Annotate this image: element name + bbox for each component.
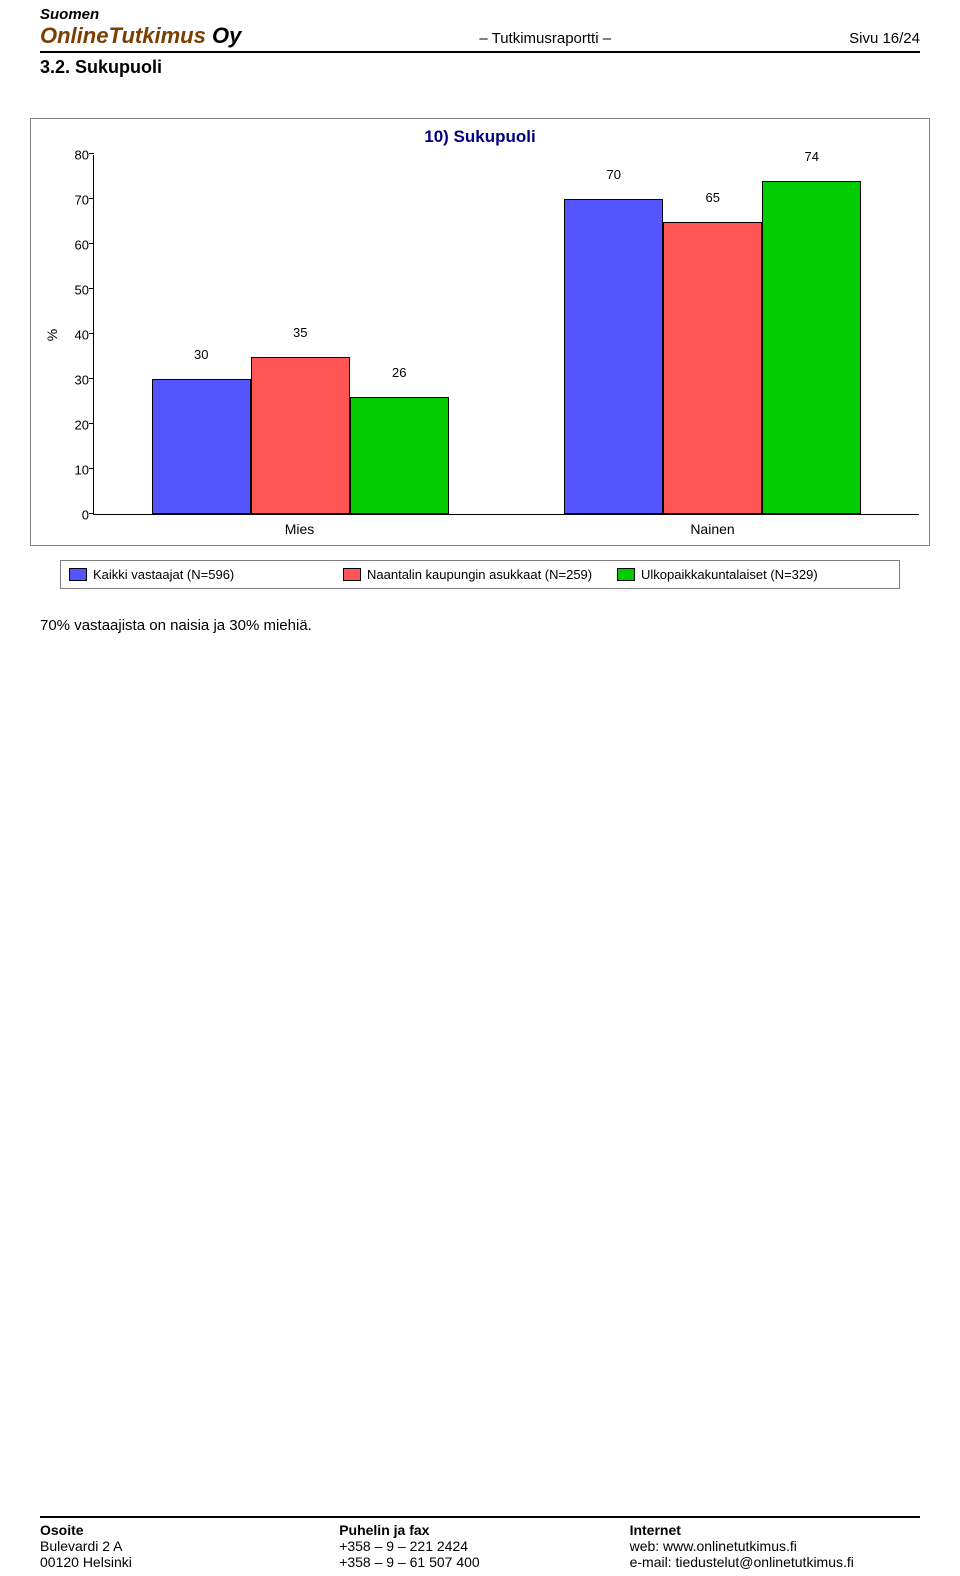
- bar-value-label: 30: [194, 347, 208, 362]
- body-text: 70% vastaajista on naisia ja 30% miehiä.: [0, 589, 960, 634]
- footer-col2-head: Puhelin ja fax: [339, 1522, 629, 1538]
- bar-value-label: 65: [706, 190, 720, 205]
- y-tick-mark: [89, 333, 94, 334]
- x-axis-row: MiesNainen: [93, 515, 919, 537]
- y-tick-mark: [89, 423, 94, 424]
- page-header: Suomen OnlineTutkimus Oy – Tutkimusrapor…: [0, 0, 960, 53]
- chart-bar: [350, 397, 449, 514]
- legend-swatch: [343, 568, 361, 581]
- plot-row: % 01020304050607080 303526706574: [41, 155, 919, 515]
- legend-item: Naantalin kaupungin asukkaat (N=259): [343, 567, 617, 582]
- company-brown: OnlineTutkimus: [40, 23, 206, 48]
- page-footer: Osoite Puhelin ja fax Internet Bulevardi…: [40, 1516, 920, 1570]
- y-ticks-column: 01020304050607080: [63, 155, 93, 515]
- y-axis-label: %: [44, 329, 60, 341]
- y-tick-mark: [89, 468, 94, 469]
- footer-col1-l1: Bulevardi 2 A: [40, 1538, 339, 1554]
- y-tick-mark: [89, 243, 94, 244]
- y-tick-mark: [89, 153, 94, 154]
- plot-area: 303526706574: [93, 155, 919, 515]
- y-tick-label: 80: [75, 148, 89, 163]
- legend-item: Kaikki vastaajat (N=596): [69, 567, 343, 582]
- chart-bar: [564, 199, 663, 514]
- y-tick-label: 70: [75, 193, 89, 208]
- y-tick-label: 40: [75, 328, 89, 343]
- footer-col1-l2: 00120 Helsinki: [40, 1554, 339, 1570]
- y-tick-label: 60: [75, 238, 89, 253]
- y-tick-mark: [89, 198, 94, 199]
- footer-col2-l2: +358 – 9 – 61 507 400: [339, 1554, 629, 1570]
- bar-value-label: 26: [392, 365, 406, 380]
- header-page-number: Sivu 16/24: [849, 30, 920, 47]
- chart-title: 10) Sukupuoli: [41, 127, 919, 147]
- y-tick-mark: [89, 288, 94, 289]
- chart-bar: [152, 379, 251, 514]
- chart-box: 10) Sukupuoli % 0 10 20 30 40 50 60 70 80 30 35 26…: [30, 118, 930, 546]
- legend-label: Naantalin kaupungin asukkaat (N=259): [367, 567, 592, 582]
- legend-item: Ulkopaikkakuntalaiset (N=329): [617, 567, 891, 582]
- legend-label: Kaikki vastaajat (N=596): [93, 567, 234, 582]
- company-name: OnlineTutkimus Oy: [40, 23, 241, 49]
- bar-value-label: 74: [805, 149, 819, 164]
- y-tick-label: 30: [75, 373, 89, 388]
- legend-label: Ulkopaikkakuntalaiset (N=329): [641, 567, 818, 582]
- company-line1: Suomen: [40, 6, 920, 23]
- footer-col1-head: Osoite: [40, 1522, 339, 1538]
- x-category-label: Nainen: [506, 515, 919, 537]
- bar-value-label: 70: [607, 167, 621, 182]
- bar-value-label: 35: [293, 325, 307, 340]
- y-tick-label: 0: [82, 508, 89, 523]
- ylabel-column: %: [41, 155, 63, 515]
- x-category-label: Mies: [93, 515, 506, 537]
- company-black: Oy: [206, 23, 241, 48]
- header-row: OnlineTutkimus Oy – Tutkimusraportti – S…: [40, 23, 920, 53]
- legend-swatch: [69, 568, 87, 581]
- chart-bar: [663, 222, 762, 515]
- chart-bar: [762, 181, 861, 514]
- chart-legend: Kaikki vastaajat (N=596) Naantalin kaupun…: [60, 560, 900, 589]
- y-tick-mark: [89, 378, 94, 379]
- chart-container: 10) Sukupuoli % 0 10 20 30 40 50 60 70 80 30 35 26…: [30, 118, 930, 589]
- footer-col2-l1: +358 – 9 – 221 2424: [339, 1538, 629, 1554]
- y-tick-label: 20: [75, 418, 89, 433]
- header-center: – Tutkimusraportti –: [241, 30, 849, 47]
- footer-col3-head: Internet: [630, 1522, 920, 1538]
- chart-bar: [251, 357, 350, 515]
- section-title: 3.2. Sukupuoli: [0, 53, 960, 78]
- footer-col3-l1: web: www.onlinetutkimus.fi: [630, 1538, 920, 1554]
- y-tick-label: 50: [75, 283, 89, 298]
- y-tick-label: 10: [75, 463, 89, 478]
- footer-col3-l2: e-mail: tiedustelut@onlinetutkimus.fi: [630, 1554, 920, 1570]
- legend-swatch: [617, 568, 635, 581]
- y-tick-mark: [89, 513, 94, 514]
